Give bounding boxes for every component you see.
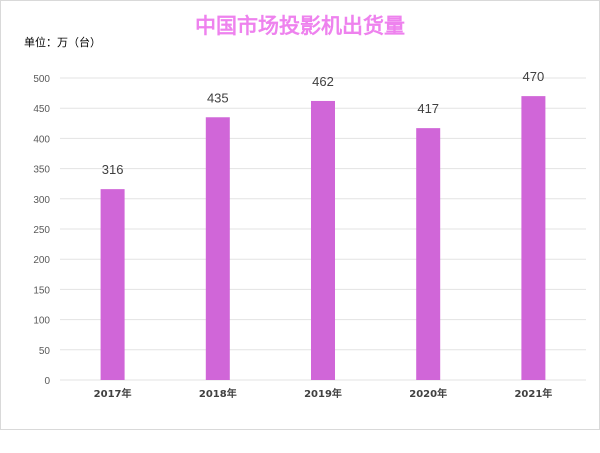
bar-2018年 <box>205 117 230 380</box>
y-tick-label: 100 <box>33 316 50 327</box>
y-tick-label: 0 <box>44 376 50 387</box>
y-tick-label: 350 <box>33 165 50 176</box>
data-label: 435 <box>207 90 229 105</box>
x-tick-label: 2020年 <box>409 387 447 400</box>
y-tick-label: 300 <box>33 195 50 206</box>
bar-2021年 <box>521 96 546 381</box>
y-tick-label: 50 <box>39 346 51 357</box>
y-tick-label: 150 <box>33 285 50 296</box>
x-tick-label: 2021年 <box>514 387 552 400</box>
chart-title: 中国市场投影机出货量 <box>195 14 405 38</box>
y-tick-label: 250 <box>33 225 50 236</box>
unit-label: 单位：万（台） <box>24 36 101 49</box>
x-tick-label: 2019年 <box>304 387 342 400</box>
bar-2017年 <box>100 189 125 380</box>
x-tick-label: 2018年 <box>199 387 237 400</box>
y-tick-label: 200 <box>33 255 50 266</box>
x-tick-label: 2017年 <box>94 387 132 400</box>
data-label: 316 <box>102 162 124 177</box>
data-label: 470 <box>523 69 545 84</box>
bar-2019年 <box>311 100 335 381</box>
y-tick-label: 400 <box>33 134 50 145</box>
bar-2020年 <box>416 128 441 380</box>
y-tick-label: 450 <box>33 104 50 115</box>
data-label: 462 <box>312 74 334 89</box>
data-label: 417 <box>417 101 439 116</box>
y-tick-label: 500 <box>33 74 50 85</box>
